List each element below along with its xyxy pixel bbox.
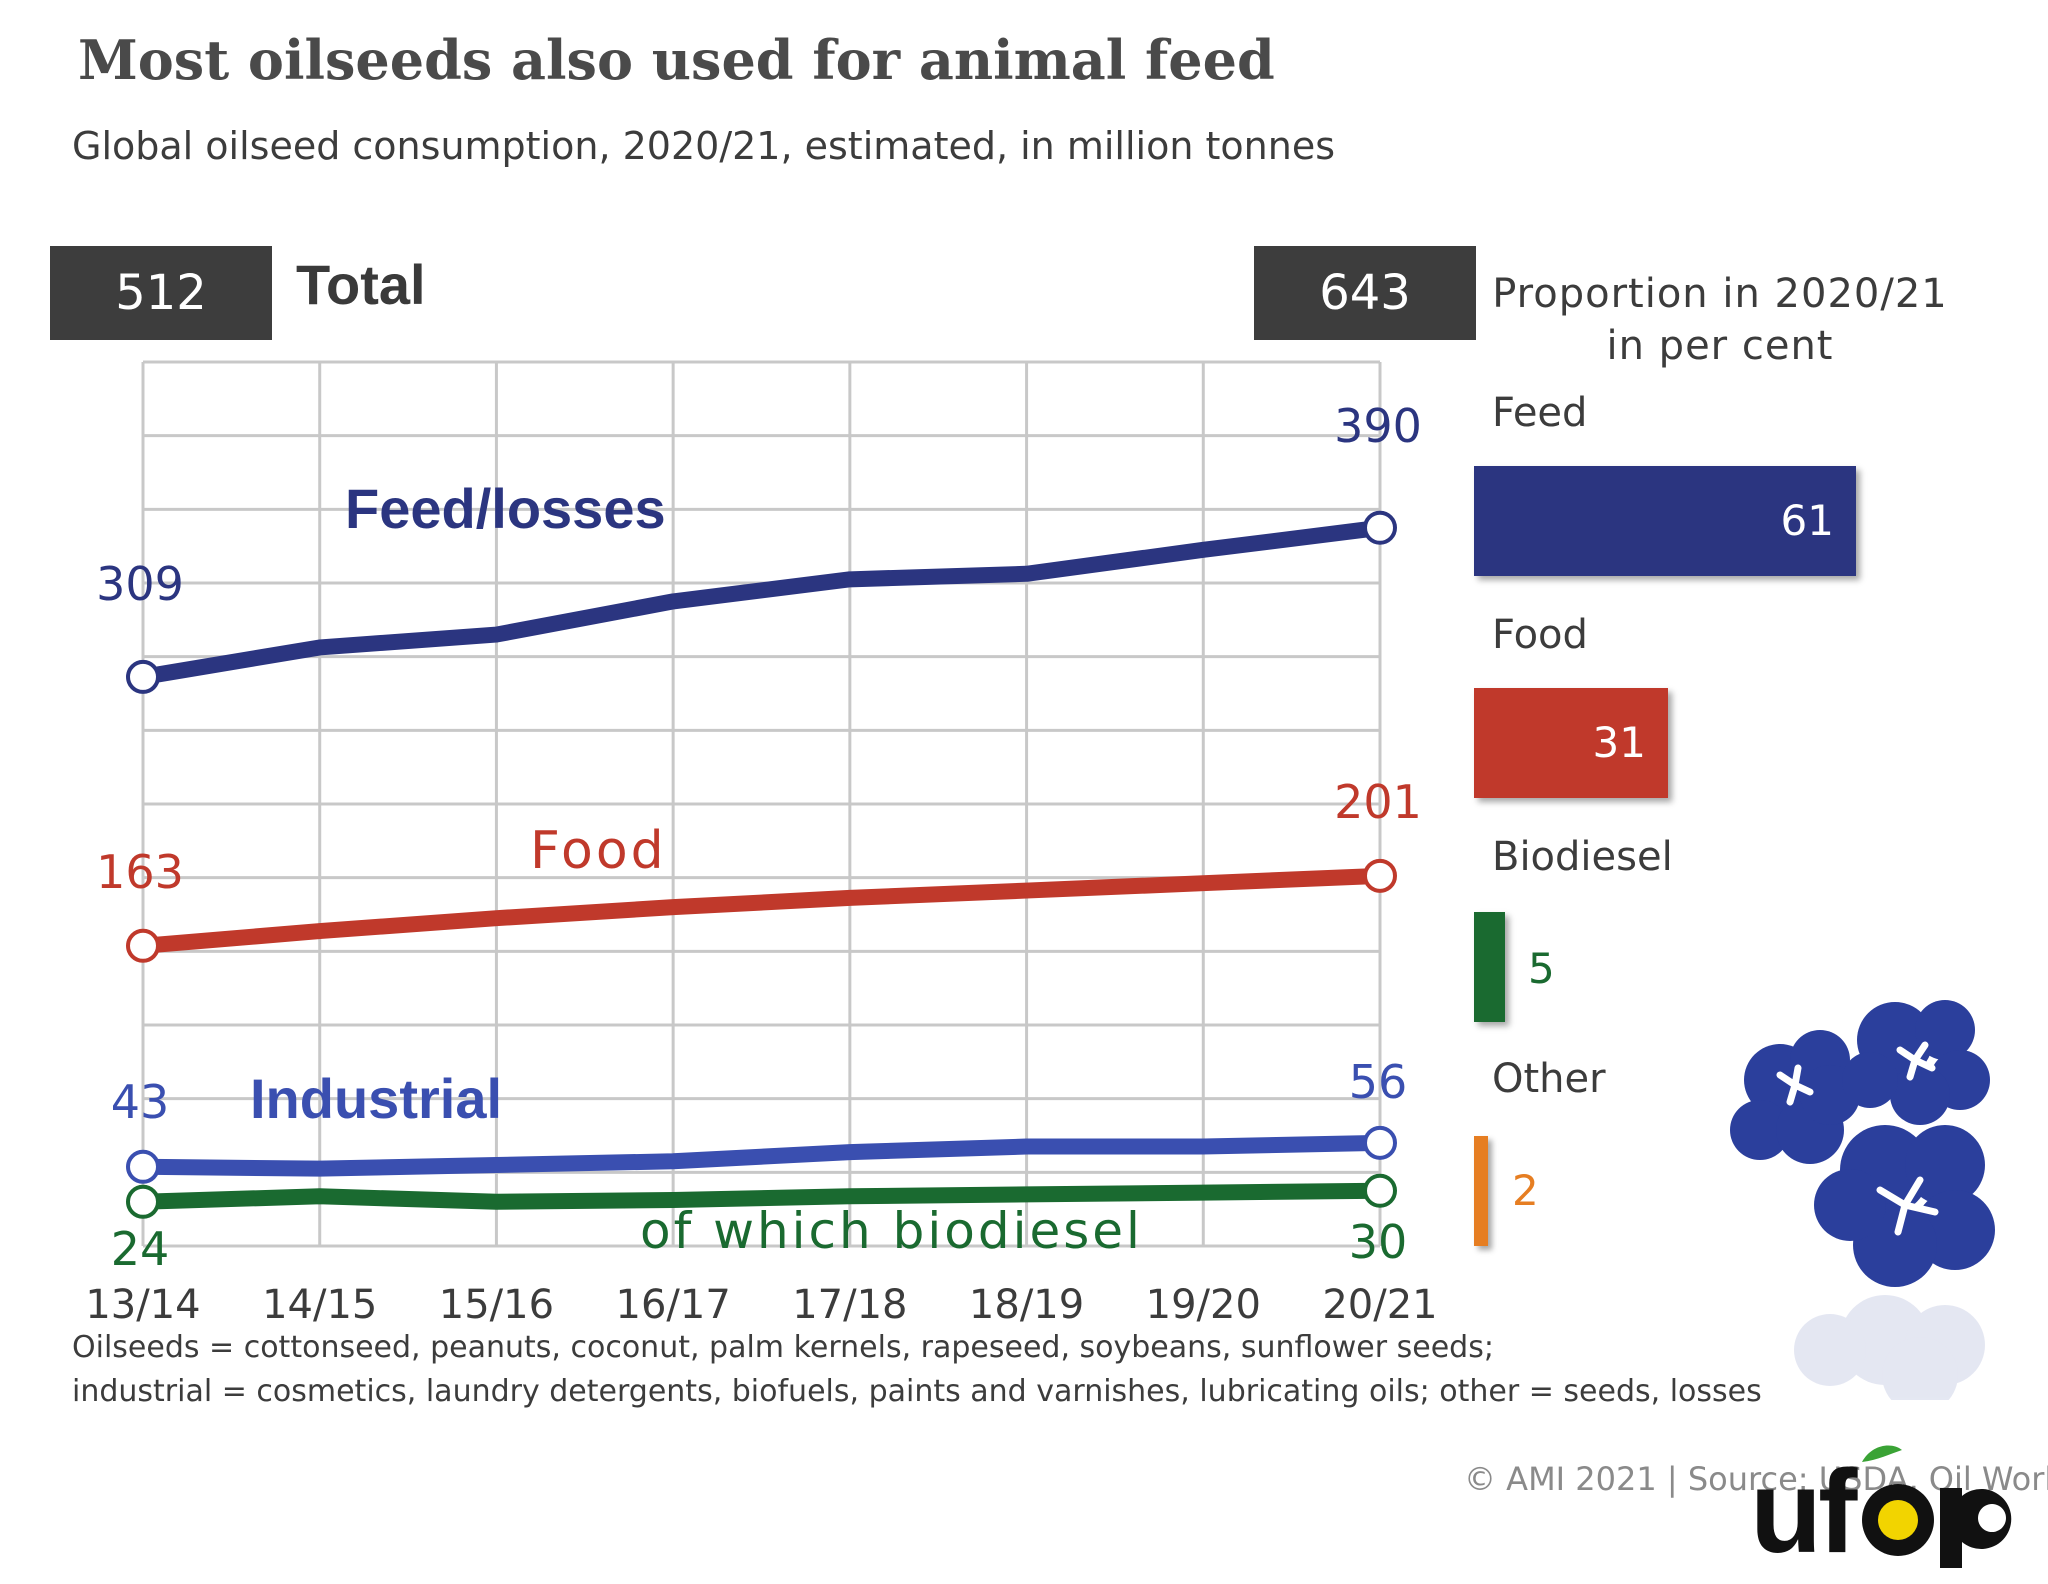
series-start-label: 163 bbox=[96, 845, 184, 899]
proportion-label-biodiesel: Biodiesel bbox=[1492, 834, 1673, 880]
flower-decoration-icon bbox=[1730, 1000, 1995, 1400]
series-end-label: 390 bbox=[1334, 399, 1422, 453]
series-line-industrial bbox=[135, 1134, 1388, 1177]
proportion-value-other: 2 bbox=[1512, 1166, 1539, 1215]
total-start-box: 512 bbox=[50, 246, 272, 340]
x-tick-label: 15/16 bbox=[439, 1282, 554, 1328]
series-name-label: Industrial bbox=[250, 1067, 502, 1130]
footnote-industrial: industrial = cosmetics, laundry detergen… bbox=[72, 1374, 1762, 1409]
chart-subtitle: Global oilseed consumption, 2020/21, est… bbox=[72, 124, 1335, 168]
series-marker bbox=[1363, 510, 1397, 545]
proportion-label-food: Food bbox=[1492, 612, 1588, 658]
x-tick-label: 16/17 bbox=[616, 1282, 731, 1328]
series-marker bbox=[1363, 858, 1397, 893]
line-chart: 13/14 14/15 15/16 16/17 17/18 18/19 19/20 20/21… bbox=[85, 360, 1438, 1328]
series-line-food bbox=[135, 867, 1388, 954]
x-tick-label: 14/15 bbox=[262, 1282, 377, 1328]
proportion-bar-feed: 61 bbox=[1474, 466, 1856, 576]
series-name-label: of which biodiesel bbox=[640, 1202, 1143, 1260]
series-name-label: Food bbox=[530, 821, 667, 881]
x-tick-label: 17/18 bbox=[792, 1282, 907, 1328]
proportion-value-food: 31 bbox=[1592, 718, 1646, 767]
proportion-bar-biodiesel bbox=[1474, 912, 1505, 1022]
proportion-value-feed: 61 bbox=[1780, 496, 1834, 545]
series-end-label: 201 bbox=[1334, 775, 1422, 829]
series-start-label: 24 bbox=[111, 1222, 170, 1276]
series-start-label: 309 bbox=[96, 557, 184, 611]
proportion-label-feed: Feed bbox=[1492, 390, 1588, 436]
series-marker bbox=[1363, 1125, 1397, 1160]
x-tick-label: 18/19 bbox=[969, 1282, 1084, 1328]
series-marker bbox=[126, 928, 160, 963]
series-line-feed-losses bbox=[135, 519, 1388, 685]
proportion-title: Proportion in 2020/21 in per cent bbox=[1492, 271, 1948, 369]
series-start-label: 43 bbox=[111, 1075, 170, 1129]
chart-title: Most oilseeds also used for animal feed bbox=[78, 28, 1275, 92]
series-end-label: 30 bbox=[1349, 1215, 1408, 1269]
ufop-logo: uf bbox=[1750, 1445, 2012, 1570]
x-tick-label: 19/20 bbox=[1146, 1282, 1261, 1328]
proportion-value-biodiesel: 5 bbox=[1528, 944, 1555, 993]
svg-text:uf: uf bbox=[1750, 1446, 1858, 1570]
footnote-oilseeds: Oilseeds = cottonseed, peanuts, coconut,… bbox=[72, 1330, 1494, 1365]
proportion-bar-other bbox=[1474, 1136, 1488, 1246]
total-start-value: 512 bbox=[115, 265, 207, 321]
x-tick-label: 20/21 bbox=[1322, 1282, 1437, 1328]
series-end-label: 56 bbox=[1349, 1055, 1408, 1109]
total-label: Total bbox=[296, 253, 426, 316]
total-end-value: 643 bbox=[1319, 265, 1411, 321]
x-tick-label: 13/14 bbox=[85, 1282, 200, 1328]
series-marker bbox=[126, 659, 160, 694]
series-marker bbox=[1363, 1173, 1397, 1208]
proportion-label-other: Other bbox=[1492, 1056, 1606, 1102]
series-marker bbox=[126, 1184, 160, 1219]
total-end-box: 643 bbox=[1254, 246, 1476, 340]
series-marker bbox=[126, 1149, 160, 1184]
series-name-label: Feed/losses bbox=[345, 477, 666, 540]
proportion-bar-food: 31 bbox=[1474, 688, 1668, 798]
series-line-of-which-biodiesel bbox=[135, 1182, 1388, 1210]
